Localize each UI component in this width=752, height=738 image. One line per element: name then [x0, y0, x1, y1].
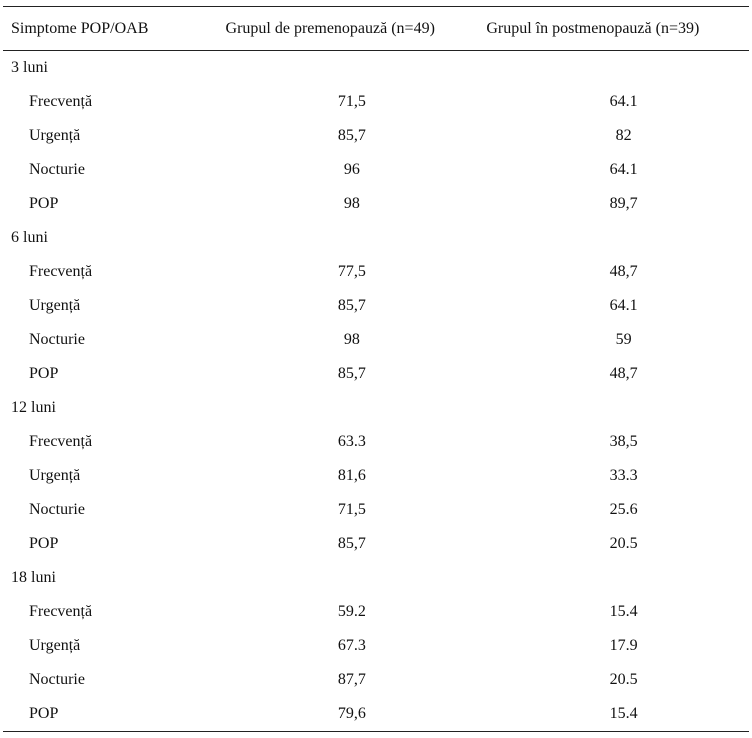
symptom-cell: Frecvență — [29, 263, 93, 280]
postmenopause-value: 38,5 — [609, 433, 638, 450]
table-row: Frecvență 71,5 64.1 — [3, 85, 749, 119]
table-row: Nocturie 87,7 20.5 — [3, 663, 749, 697]
table-header: Simptome POP/OAB Grupul de premenopauză … — [3, 6, 749, 51]
table-row: Nocturie 71,5 25.6 — [3, 493, 749, 527]
table-row: Frecvență 77,5 48,7 — [3, 255, 749, 289]
empty-cell — [478, 391, 749, 425]
premenopause-value: 81,6 — [337, 467, 366, 484]
symptom-cell: Urgență — [29, 297, 81, 314]
table-row: Nocturie 98 59 — [3, 323, 749, 357]
postmenopause-value: 20.5 — [609, 671, 638, 688]
empty-cell — [216, 221, 479, 255]
table-row: Urgență 85,7 64.1 — [3, 289, 749, 323]
table-row: Urgență 67.3 17.9 — [3, 629, 749, 663]
symptom-cell: Urgență — [29, 127, 81, 144]
premenopause-value: 85,7 — [337, 297, 366, 314]
group-row: 3 luni — [3, 51, 749, 86]
postmenopause-value: 33.3 — [609, 467, 638, 484]
symptom-cell: Nocturie — [29, 671, 85, 688]
premenopause-value: 79,6 — [215, 697, 479, 732]
table-row: Urgență 85,7 82 — [3, 119, 749, 153]
premenopause-value: 98 — [343, 331, 360, 348]
postmenopause-value: 48,7 — [609, 263, 638, 280]
empty-cell — [216, 51, 479, 86]
symptom-cell: Frecvență — [29, 433, 93, 450]
group-row: 18 luni — [3, 561, 749, 595]
symptom-cell: POP — [3, 697, 216, 732]
postmenopause-value: 64.1 — [609, 93, 638, 110]
group-label: 12 luni — [11, 399, 56, 416]
table-body: 3 luni Frecvență 71,5 64.1 Urgență 85,7 82 Noct… — [3, 51, 749, 732]
empty-cell — [478, 221, 749, 255]
premenopause-value: 85,7 — [337, 365, 366, 382]
symptom-cell: Urgență — [29, 637, 81, 654]
postmenopause-value: 89,7 — [609, 195, 638, 212]
table-row: Frecvență 59.2 15.4 — [3, 595, 749, 629]
header-row: Simptome POP/OAB Grupul de premenopauză … — [3, 6, 749, 51]
group-label: 3 luni — [11, 59, 48, 76]
empty-cell — [478, 51, 749, 86]
symptom-cell: Frecvență — [29, 603, 93, 620]
postmenopause-value: 82 — [615, 127, 632, 144]
group-label: 18 luni — [11, 569, 56, 586]
symptom-cell: Nocturie — [29, 501, 85, 518]
empty-cell — [216, 391, 479, 425]
symptom-cell: Nocturie — [29, 161, 85, 178]
empty-cell — [216, 561, 479, 595]
postmenopause-value: 64.1 — [609, 161, 638, 178]
symptom-cell: Nocturie — [29, 331, 85, 348]
table-row: POP 98 89,7 — [3, 187, 749, 221]
premenopause-value: 59.2 — [337, 603, 366, 620]
group-row: 6 luni — [3, 221, 749, 255]
group-label: 6 luni — [11, 229, 48, 246]
premenopause-value: 77,5 — [337, 263, 366, 280]
header-premenopause: Grupul de premenopauză (n=49) — [215, 6, 479, 51]
header-postmenopause: Grupul în postmenopauză (n=39) — [478, 6, 749, 51]
symptom-cell: POP — [29, 195, 59, 212]
premenopause-value: 85,7 — [337, 127, 366, 144]
postmenopause-value: 20.5 — [609, 535, 638, 552]
postmenopause-value: 15.4 — [478, 697, 749, 732]
empty-cell — [478, 561, 749, 595]
premenopause-value: 71,5 — [337, 501, 366, 518]
table-row: Frecvență 63.3 38,5 — [3, 425, 749, 459]
premenopause-value: 71,5 — [337, 93, 366, 110]
premenopause-value: 87,7 — [337, 671, 366, 688]
postmenopause-value: 64.1 — [609, 297, 638, 314]
table-row: Nocturie 96 64.1 — [3, 153, 749, 187]
table-row: POP 85,7 20.5 — [3, 527, 749, 561]
symptoms-table: Simptome POP/OAB Grupul de premenopauză … — [3, 6, 749, 732]
table-row: POP 85,7 48,7 — [3, 357, 749, 391]
postmenopause-value: 15.4 — [609, 603, 638, 620]
postmenopause-value: 25.6 — [609, 501, 638, 518]
postmenopause-value: 59 — [615, 331, 632, 348]
symptom-cell: POP — [29, 535, 59, 552]
table-row: POP 79,6 15.4 — [3, 697, 749, 732]
premenopause-value: 67.3 — [337, 637, 366, 654]
group-row: 12 luni — [3, 391, 749, 425]
symptom-cell: Frecvență — [29, 93, 93, 110]
table-row: Urgență 81,6 33.3 — [3, 459, 749, 493]
postmenopause-value: 48,7 — [609, 365, 638, 382]
premenopause-value: 85,7 — [337, 535, 366, 552]
symptom-cell: Urgență — [29, 467, 81, 484]
premenopause-value: 63.3 — [337, 433, 366, 450]
header-symptoms: Simptome POP/OAB — [3, 6, 216, 51]
postmenopause-value: 17.9 — [609, 637, 638, 654]
symptom-cell: POP — [29, 365, 59, 382]
premenopause-value: 96 — [343, 161, 360, 178]
premenopause-value: 98 — [343, 195, 360, 212]
